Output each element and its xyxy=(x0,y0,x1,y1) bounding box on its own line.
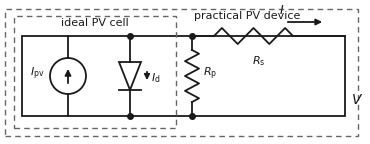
Text: $I_{\mathrm{d}}$: $I_{\mathrm{d}}$ xyxy=(151,71,161,85)
Text: practical PV device: practical PV device xyxy=(194,11,300,21)
Text: $I$: $I$ xyxy=(279,4,285,17)
Text: $I_{\mathrm{pv}}$: $I_{\mathrm{pv}}$ xyxy=(30,66,45,82)
Bar xyxy=(5,9,358,136)
Text: $V$: $V$ xyxy=(351,93,363,107)
Bar xyxy=(14,16,176,128)
Text: $R_{\mathrm{s}}$: $R_{\mathrm{s}}$ xyxy=(252,54,265,68)
Text: $R_{\mathrm{p}}$: $R_{\mathrm{p}}$ xyxy=(203,66,217,82)
Bar xyxy=(22,36,345,116)
Text: ideal PV cell: ideal PV cell xyxy=(61,18,129,28)
